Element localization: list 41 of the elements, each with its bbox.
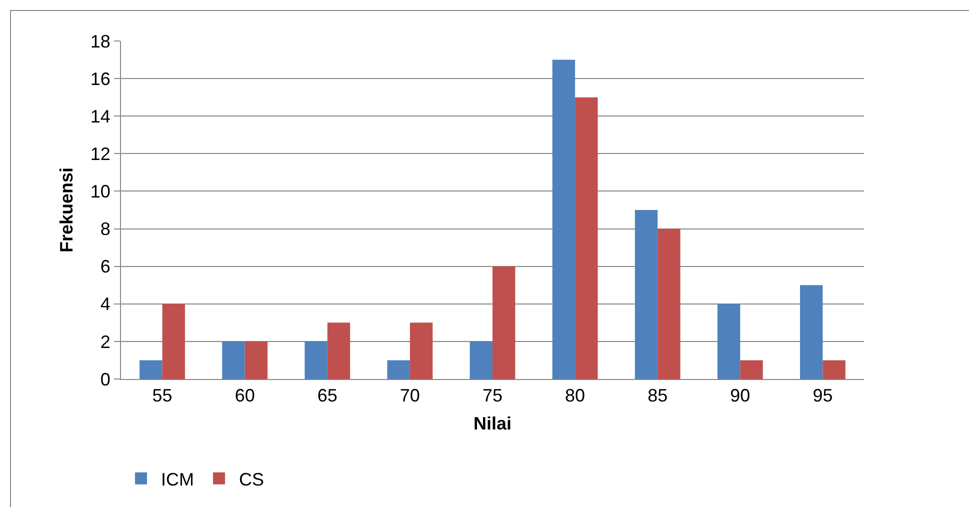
x-tick-label: 55 [152, 386, 172, 406]
y-tick-label: 10 [90, 182, 110, 202]
y-tick-label: 6 [100, 256, 110, 277]
x-tick-label: 90 [730, 386, 750, 406]
bar [387, 360, 410, 379]
bar [162, 304, 185, 379]
bar [410, 322, 433, 379]
y-tick-label: 2 [100, 332, 110, 352]
y-tick-label: 4 [100, 294, 110, 314]
x-tick-label: 80 [565, 386, 586, 406]
x-tick-label: 65 [317, 386, 338, 406]
bar [244, 341, 268, 379]
bar [140, 360, 162, 379]
bar [492, 266, 516, 379]
y-tick-label: 18 [90, 31, 110, 52]
x-axis-title: Nilai [473, 414, 512, 434]
y-tick-label: 16 [90, 68, 110, 89]
y-tick-label: 0 [100, 369, 110, 390]
bar [552, 60, 576, 379]
legend-label: CS [239, 469, 264, 490]
y-tick-label: 12 [90, 144, 110, 164]
x-tick-label: 75 [482, 386, 503, 406]
x-tick-label: 70 [400, 386, 420, 406]
x-tick-label: 85 [648, 386, 668, 406]
bar [634, 210, 658, 379]
x-tick-label: 95 [812, 386, 833, 406]
y-tick-label: 14 [90, 106, 110, 126]
bar [658, 228, 680, 379]
x-tick-label: 60 [234, 386, 255, 406]
y-axis-title: Frekuensi [56, 167, 77, 253]
bar [304, 341, 328, 379]
bar [822, 360, 846, 379]
bar [717, 304, 740, 379]
bar [740, 360, 763, 379]
bar [470, 341, 492, 379]
bar [800, 285, 823, 379]
bar [222, 341, 245, 379]
bar [327, 322, 350, 379]
y-tick-label: 8 [100, 219, 110, 240]
bar [575, 97, 598, 379]
legend-label: ICM [161, 469, 194, 490]
